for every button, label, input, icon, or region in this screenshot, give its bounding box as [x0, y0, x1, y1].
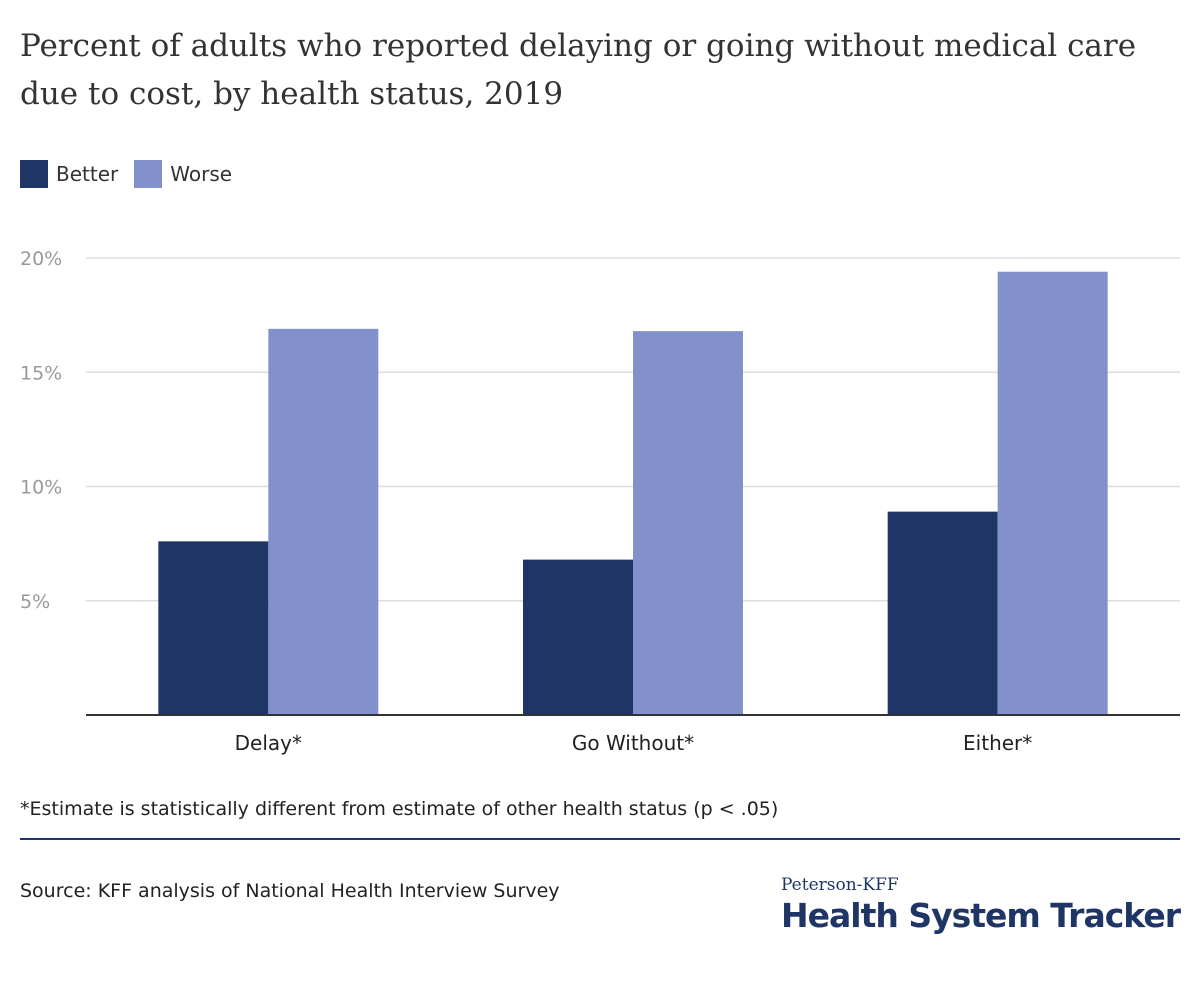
footnote: *Estimate is statistically different fro…: [20, 798, 779, 820]
legend-item-better: Better: [20, 160, 118, 188]
y-tick-label: 10%: [20, 477, 62, 499]
legend-swatch-better: [20, 160, 48, 188]
bar-better: [887, 511, 998, 715]
bar-better: [158, 541, 269, 715]
bar-worse: [997, 271, 1108, 715]
legend-label-worse: Worse: [170, 162, 233, 186]
bar-better: [523, 559, 633, 715]
y-tick-label: 15%: [20, 362, 62, 384]
divider: [20, 838, 1180, 840]
bar-worse: [633, 331, 743, 715]
legend-label-better: Better: [56, 162, 119, 186]
bar-worse: [268, 328, 379, 715]
bar-chart: 5% 10% 15% 20% Delay* Go Without* Either*: [20, 248, 1180, 755]
x-tick-label: Go Without*: [572, 731, 694, 755]
legend: Better Worse: [20, 160, 248, 188]
logo-top-text: Peterson-KFF: [781, 875, 899, 895]
y-tick-label: 5%: [20, 591, 50, 613]
legend-swatch-worse: [134, 160, 163, 188]
y-tick-label: 20%: [20, 248, 62, 270]
x-tick-label: Delay*: [235, 731, 302, 755]
x-tick-label: Either*: [963, 731, 1032, 755]
logo: Peterson-KFF Health System Tracker: [781, 874, 1181, 936]
logo-bottom-text: Health System Tracker: [781, 896, 1181, 935]
legend-item-worse: Worse: [134, 160, 232, 188]
source-text: Source: KFF analysis of National Health …: [20, 880, 560, 902]
chart-title: Percent of adults who reported delaying …: [20, 28, 1137, 112]
